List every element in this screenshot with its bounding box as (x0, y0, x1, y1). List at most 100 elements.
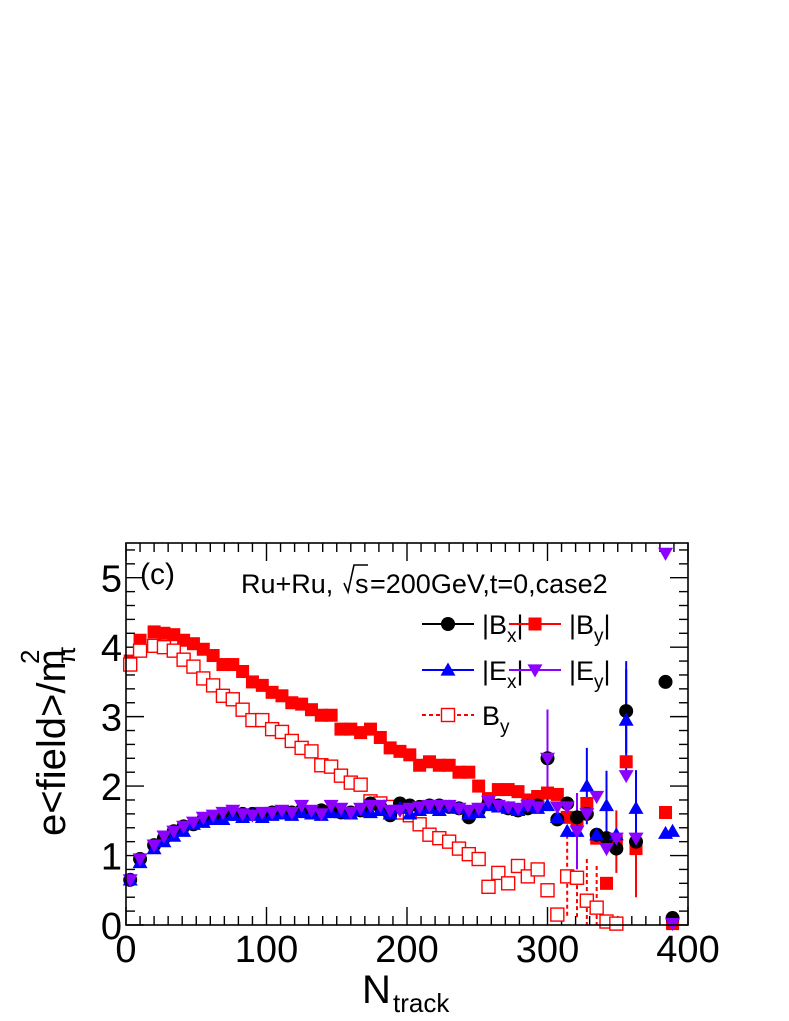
data-point-triangle-down (244, 809, 260, 823)
legend-label: |Ey| (569, 656, 611, 693)
data-point-triangle-down (382, 804, 398, 818)
series-Ey (122, 547, 681, 932)
panel-label: (c) (140, 558, 175, 591)
data-point-open-square (481, 879, 496, 894)
data-point-triangle-down (431, 799, 447, 814)
data-point-square (245, 675, 259, 689)
x-tick-label: 400 (656, 929, 719, 971)
x-tick-label: 0 (115, 929, 136, 971)
data-point-triangle-down (481, 795, 496, 809)
data-point-triangle-down (530, 801, 546, 815)
data-point-square (462, 765, 476, 779)
legend-entry-Ex: |Ex| (422, 656, 524, 693)
data-point-triangle-down (195, 811, 211, 825)
data-point-triangle-up (559, 823, 575, 837)
data-point-triangle-up (540, 798, 555, 812)
data-point-circle (599, 831, 614, 846)
data-point-square (324, 708, 338, 722)
data-point-triangle-up (589, 827, 605, 841)
data-point-triangle-down (185, 816, 201, 830)
data-point-triangle-down (156, 830, 172, 844)
data-point-square (206, 649, 220, 663)
data-point-square (600, 876, 614, 890)
annotation-sqrt-arg: s (355, 569, 369, 599)
data-point-triangle-down (353, 802, 369, 816)
data-point-triangle-down (215, 806, 231, 820)
data-point-square (285, 696, 299, 710)
tick-labels: 0 100 200 300 400 0 1 2 3 4 5 (101, 559, 720, 971)
data-point-triangle-down (510, 802, 526, 816)
y-tick-label: 0 (101, 906, 122, 948)
data-point-triangle-up (665, 823, 681, 837)
data-point-square (275, 689, 289, 703)
y-tick-label: 3 (101, 698, 122, 740)
data-point-triangle-down (412, 801, 428, 815)
data-point-square (295, 697, 309, 711)
data-point-open-square (440, 707, 456, 723)
data-point-square (167, 628, 181, 642)
data-point-square (413, 758, 427, 772)
data-point-triangle-down (461, 804, 477, 818)
data-point-square (304, 703, 318, 717)
sqrt-symbol (343, 564, 368, 595)
data-point-square (619, 755, 633, 769)
y-axis-title-sub: π (51, 646, 81, 664)
legend-label: |Bx| (482, 610, 524, 647)
legend: |Bx| |By| |Ex| |Ey| By (422, 610, 611, 738)
data-point-triangle-down (205, 809, 221, 823)
data-point-triangle-down (343, 806, 359, 820)
data-point-triangle-down (284, 806, 300, 820)
data-point-triangle-down (549, 801, 565, 815)
data-point-square (528, 617, 542, 631)
data-point-circle (441, 617, 455, 631)
data-point-triangle-down (176, 820, 192, 834)
y-tick-label: 4 (101, 628, 122, 670)
data-point-open-square (530, 862, 545, 877)
x-axis-title-sub: track (393, 988, 450, 1018)
data-point-square (354, 726, 368, 740)
y-axis-title-sup: 2 (15, 650, 45, 664)
data-point-triangle-down (372, 799, 388, 814)
annotation-suffix: =200GeV,t=0,case2 (370, 569, 608, 599)
data-point-square (236, 664, 250, 678)
data-point-triangle-up (440, 662, 456, 676)
x-tick-label: 200 (375, 929, 438, 971)
data-point-triangle-down (254, 806, 270, 820)
data-point-triangle-down (362, 799, 378, 814)
y-axis-title-main: e<field>/m (30, 649, 74, 836)
annotation: Ru+Ru, s =200GeV,t=0,case2 (241, 564, 608, 599)
data-point-open-square (353, 777, 368, 792)
data-point-triangle-up (628, 800, 644, 814)
data-point-square (226, 658, 240, 672)
data-point-triangle-down (628, 832, 644, 846)
x-tick-label: 100 (235, 929, 298, 971)
data-point-triangle-down (618, 770, 634, 784)
legend-entry-By_abs: |By| (509, 610, 611, 647)
data-point-square (216, 658, 230, 672)
data-point-square (452, 765, 466, 779)
data-points (122, 547, 681, 932)
data-point-open-square (609, 916, 624, 931)
data-point-square (550, 787, 564, 801)
x-axis-title: N track (362, 968, 450, 1018)
data-point-open-square (123, 657, 138, 672)
data-point-square (393, 744, 407, 758)
data-point-square (373, 730, 387, 744)
data-point-open-square (186, 659, 201, 674)
data-point-triangle-down (225, 804, 241, 818)
data-point-square (147, 625, 161, 639)
data-point-triangle-down (658, 547, 673, 561)
series-By (123, 638, 624, 931)
data-point-square (314, 708, 328, 722)
data-point-square (491, 783, 505, 797)
data-point-open-square (500, 876, 516, 891)
axis-ticks (125, 543, 689, 926)
data-point-open-square (304, 744, 319, 759)
data-point-square (383, 741, 397, 755)
legend-entry-Ey: |Ey| (509, 656, 611, 693)
legend-label: |Ex| (482, 656, 524, 693)
annotation-prefix: Ru+Ru, (241, 569, 333, 599)
data-point-open-square (589, 900, 604, 915)
data-point-triangle-up (618, 712, 634, 726)
legend-label: |By| (569, 610, 611, 647)
